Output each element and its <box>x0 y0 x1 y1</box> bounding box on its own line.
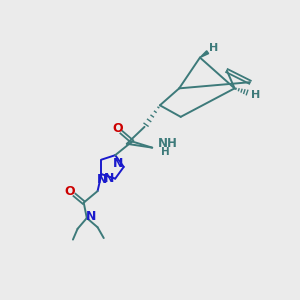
Text: O: O <box>64 185 75 198</box>
Text: H: H <box>209 43 218 53</box>
Text: H: H <box>251 90 260 100</box>
Text: N: N <box>85 210 96 223</box>
Text: H: H <box>161 147 170 157</box>
Text: NH: NH <box>158 137 178 150</box>
Text: N: N <box>97 173 107 186</box>
Text: O: O <box>112 122 123 135</box>
Text: N: N <box>104 172 114 185</box>
Polygon shape <box>200 51 208 58</box>
Text: N: N <box>113 157 124 169</box>
